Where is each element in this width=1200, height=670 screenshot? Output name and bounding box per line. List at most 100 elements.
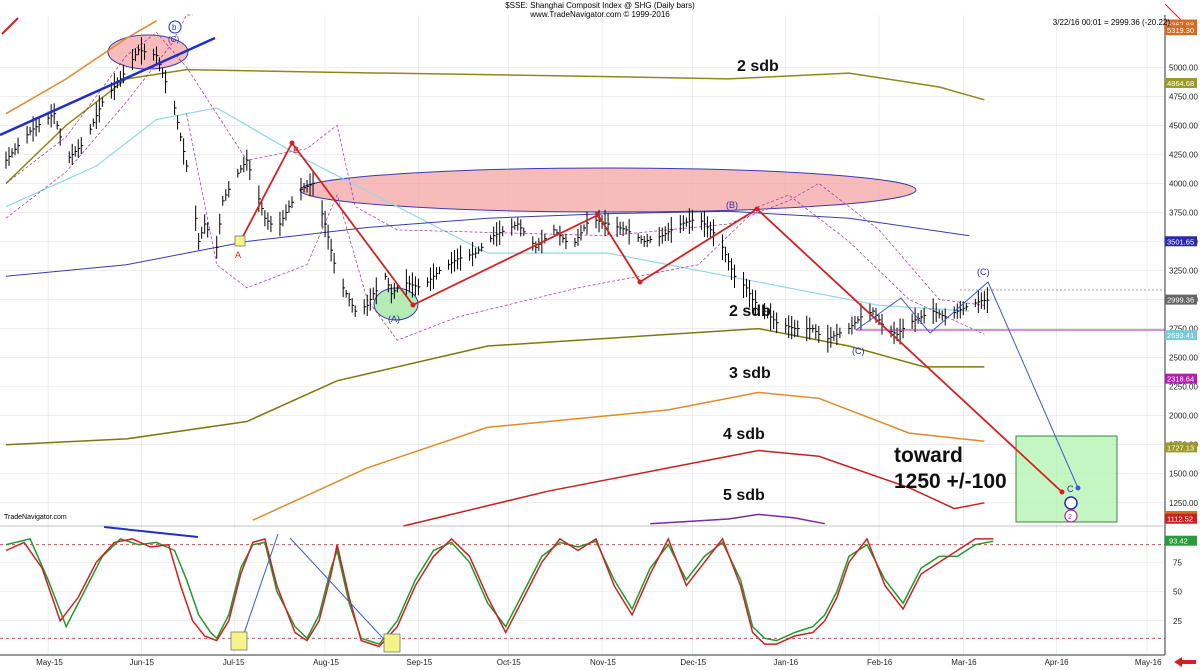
wave-label-B: B (293, 145, 299, 155)
sdb-label-2: 2 sdb (729, 303, 771, 320)
price-tag-label: 5319.30 (1167, 26, 1194, 35)
axes: 5000.00 4750.00 4500.00 4250.00 4000.00 3750.… (0, 3, 1198, 667)
price-tick-label: 2500.00 (1169, 354, 1198, 363)
wave-circle-c (1064, 496, 1078, 510)
price-tag-label: 3501.65 (1167, 237, 1194, 246)
price-tag (1165, 77, 1197, 88)
bollinger-line-0 (5, 14, 193, 219)
time-tick-label: Oct-15 (497, 658, 522, 667)
analysis-annotations (107, 34, 1118, 523)
price-tag (1165, 442, 1197, 453)
time-tick-label: May-16 (1135, 658, 1162, 667)
sdb-label-3: 3 sdb (729, 365, 771, 382)
price-tick-label: 1250.00 (1169, 499, 1198, 508)
trend-lines (0, 36, 1165, 653)
osc-line-0 (5, 538, 994, 645)
price-tag (1165, 330, 1197, 341)
wave-label-C-top: (C) (168, 35, 179, 44)
wave-label-A: A (235, 250, 241, 260)
sdb-label-5: 5 sdb (723, 487, 765, 504)
brand-label: TradeNavigator.com (4, 514, 67, 521)
sdb-label-1: 2 sdb (737, 58, 779, 75)
osc-tick-label: 25 (1173, 617, 1182, 626)
price-tag (1165, 373, 1197, 384)
sdb-label-4: 4 sdb (723, 426, 765, 443)
band-line-0 (5, 68, 985, 184)
wave-label-b: b (172, 23, 177, 32)
trendline-osc (103, 526, 199, 538)
wave-label-2: 2 (1068, 514, 1072, 521)
wave-label-C-paren-low: (C) (852, 346, 865, 356)
time-tick-label: Apr-16 (1045, 658, 1070, 667)
wave-label-C-paren-right: (C) (977, 267, 990, 277)
trendline-blue (0, 36, 216, 137)
price-tick-label: 3250.00 (1169, 267, 1198, 276)
time-tick-label: Dec-15 (680, 658, 706, 667)
osc-tick-label: 75 (1173, 558, 1182, 567)
diagonal-mark-icon (1, 17, 19, 35)
time-tick-label: Nov-15 (590, 658, 616, 667)
price-tick-label: 4250.00 (1169, 150, 1198, 159)
wave-labels: b (C) A B (A) (B) (C) (C) C 2 2 sdb 2 sd… (168, 20, 1078, 523)
price-tag-label: 2693.41 (1167, 331, 1194, 340)
price-tag (1165, 25, 1197, 36)
price-tag (1165, 236, 1197, 247)
wave-label-A-paren: (A) (388, 314, 400, 324)
band-line-upper (5, 20, 157, 115)
price-tick-label: 2750.00 (1169, 325, 1198, 334)
price-tag-label: 4864.68 (1167, 79, 1194, 88)
highlight-ellipse-mid (299, 167, 917, 213)
wave-label-C-target: C (1067, 484, 1074, 494)
wave-path-blue (855, 281, 1079, 489)
chart-title: $SSE: Shanghai Composit Index @ SHG (Dai… (505, 1, 695, 10)
bollinger-line-2 (5, 31, 985, 306)
price-tag-label: 1112.52 (1167, 515, 1193, 524)
band-line-4 (252, 391, 985, 521)
wave-label-B-paren: (B) (726, 200, 738, 210)
price-tag-label: 1727.13 (1167, 443, 1194, 452)
time-tick-label: Feb-16 (867, 658, 893, 667)
price-tag (1165, 19, 1197, 30)
osc-arrow-up (239, 533, 279, 646)
wave-circle-b (168, 20, 182, 34)
osc-marker-1 (230, 631, 248, 651)
grid-lines (0, 15, 1165, 655)
band-line-2 (5, 210, 970, 277)
bollinger-line-1 (186, 113, 985, 341)
price-tick-label: 5000.00 (1169, 63, 1198, 72)
osc-tick-label: 50 (1173, 588, 1182, 597)
price-tick-label: 1500.00 (1169, 470, 1198, 479)
price-marker-A (234, 235, 246, 247)
wave-circle-2 (1064, 509, 1078, 523)
time-tick-label: Aug-15 (313, 658, 339, 667)
series-layer (5, 14, 1081, 648)
time-tick-label: Jan-16 (774, 658, 799, 667)
price-tag-label: 5367.88 (1167, 21, 1194, 30)
chart-subtitle: www.TradeNavigator.com © 1999-2016 (530, 10, 670, 19)
osc-arrow-down (289, 537, 393, 649)
target-annotation: toward 1250 +/-100 (894, 444, 1007, 493)
price-tag-label: 2999.36 (1167, 296, 1194, 305)
time-tick-label: Sep-15 (406, 658, 432, 667)
band-line-1 (5, 107, 970, 312)
time-tick-label: May-15 (36, 658, 63, 667)
osc-line-1 (5, 537, 994, 648)
time-tick-label: Jul-15 (223, 658, 245, 667)
price-tick-label: 4000.00 (1169, 179, 1198, 188)
time-tick-label: Jun-15 (129, 658, 154, 667)
price-tick-label: 4500.00 (1169, 121, 1198, 130)
band-line-6 (650, 513, 825, 525)
price-tick-label: 2000.00 (1169, 412, 1198, 421)
osc-tag (1165, 535, 1197, 546)
osc-marker-2 (383, 633, 401, 653)
osc-tag-label: 93.42 (1169, 537, 1188, 546)
scroll-left-arrow-icon[interactable] (1174, 657, 1196, 667)
price-tag-label: 2318.64 (1167, 375, 1194, 384)
price-tick-label: 2250.00 (1169, 383, 1198, 392)
band-line-5 (403, 449, 985, 527)
band-line-3 (5, 327, 985, 446)
target-box (1015, 435, 1118, 523)
time-tick-label: Mar-16 (951, 658, 977, 667)
price-tag (1165, 294, 1197, 305)
wave-path-red (239, 141, 1063, 493)
